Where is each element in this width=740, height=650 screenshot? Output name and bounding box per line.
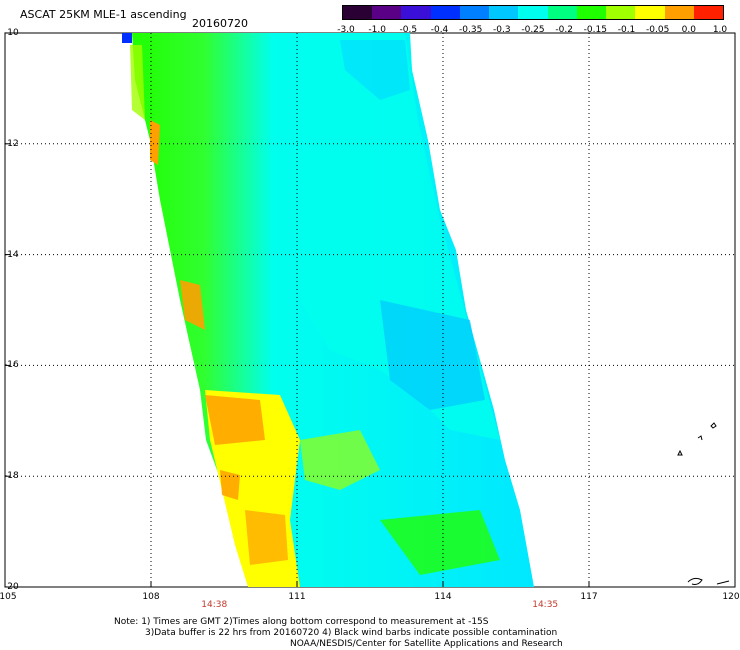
lon-label: 111 xyxy=(288,592,306,602)
colorbar-label: -0.2 xyxy=(555,25,573,35)
colorbar-swatch xyxy=(489,6,519,19)
note-line-1: Note: 1) Times are GMT 2)Times along bot… xyxy=(114,617,489,627)
note-line-2: 3)Data buffer is 22 hrs from 20160720 4)… xyxy=(145,628,558,638)
map-ticks xyxy=(4,32,736,588)
colorbar-label: 0.0 xyxy=(681,25,696,35)
colorbar-swatch xyxy=(576,6,607,19)
colorbar-label: -0.05 xyxy=(646,25,670,35)
time-label: 14:38 xyxy=(201,600,228,610)
lat-label: -18 xyxy=(4,471,19,482)
map-gridlines xyxy=(5,33,735,587)
colorbar-label: -0.25 xyxy=(521,25,545,35)
colorbar-swatch xyxy=(430,6,460,19)
lon-label: 120 xyxy=(722,592,740,602)
island-outlines xyxy=(677,422,730,585)
lat-label: -12 xyxy=(4,138,19,149)
colorbar-swatch xyxy=(518,6,548,19)
colorbar-label: -0.5 xyxy=(399,25,418,35)
colorbar-swatch xyxy=(606,6,636,19)
colorbar-label: -0.4 xyxy=(430,25,449,35)
colorbar-swatch xyxy=(693,6,724,19)
colorbar-swatch xyxy=(372,6,402,19)
colorbar-swatch xyxy=(401,6,431,19)
lat-label: -14 xyxy=(4,249,19,260)
colorbar-swatch xyxy=(635,6,665,19)
colorbar-swatch xyxy=(343,6,373,19)
note-line-3: NOAA/NESDIS/Center for Satellite Applica… xyxy=(290,639,563,649)
colorbar-swatch xyxy=(664,6,694,19)
colorbar-label: -0.15 xyxy=(583,25,607,35)
product-date: 20160720 xyxy=(192,17,248,30)
colorbar-label: -0.1 xyxy=(617,25,636,35)
lat-label: -10 xyxy=(4,28,19,38)
product-title: ASCAT 25KM MLE-1 ascending xyxy=(20,8,187,21)
lat-label: -16 xyxy=(4,360,19,371)
colorbar-label: -3.0 xyxy=(337,25,355,35)
colorbar-label: -0.35 xyxy=(459,25,483,35)
colorbar-label: -0.3 xyxy=(493,25,511,35)
colorbar-swatch xyxy=(547,6,577,19)
lon-label: 108 xyxy=(142,592,160,602)
colorbar-swatch xyxy=(459,6,490,19)
colorbar-label: -1.0 xyxy=(368,25,386,35)
lon-label: 117 xyxy=(580,592,598,602)
data-swath xyxy=(122,33,534,587)
colorbar xyxy=(342,5,724,20)
lon-label: 114 xyxy=(434,592,452,602)
lon-label: 105 xyxy=(0,592,17,602)
colorbar-label: 1.0 xyxy=(712,25,728,35)
lat-label: -20 xyxy=(4,582,19,592)
time-label: 14:35 xyxy=(532,600,559,610)
